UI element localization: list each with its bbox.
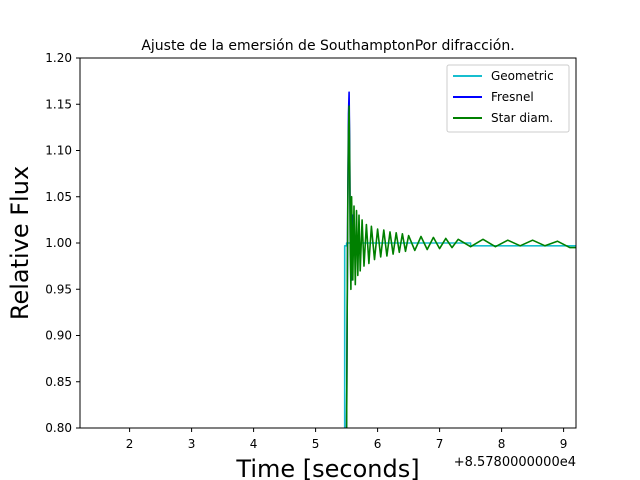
x-tick-label: 9 <box>560 437 568 451</box>
series-line-geometric <box>343 242 576 428</box>
y-tick-label: 0.80 <box>45 421 72 435</box>
x-tick-label: 5 <box>312 437 320 451</box>
y-tick-label: 1.00 <box>45 236 72 250</box>
y-tick-label: 1.05 <box>45 190 72 204</box>
y-tick-label: 0.90 <box>45 329 72 343</box>
legend-label: Star diam. <box>491 111 553 125</box>
y-tick-label: 0.85 <box>45 375 72 389</box>
series-line-star-diam <box>345 105 576 428</box>
y-tick-label: 1.10 <box>45 144 72 158</box>
legend: Geometric Fresnel Star diam. <box>446 64 570 133</box>
x-offset-label: +8.5780000000e4 <box>454 455 576 470</box>
y-tick-label: 1.15 <box>45 97 72 111</box>
chart-title: Ajuste de la emersión de SouthamptonPor … <box>141 38 514 54</box>
legend-label: Fresnel <box>491 90 534 104</box>
x-tick-label: 2 <box>126 437 134 451</box>
y-axis-label: Relative Flux <box>6 166 34 320</box>
x-tick-label: 3 <box>188 437 196 451</box>
x-tick-label: 7 <box>436 437 444 451</box>
y-axis: 0.80 0.85 0.90 0.95 1.00 1.05 1.10 1.15 1.20 <box>45 51 80 435</box>
y-tick-label: 1.20 <box>45 51 72 65</box>
legend-box <box>446 64 570 133</box>
x-tick-label: 6 <box>374 437 382 451</box>
x-tick-label: 8 <box>498 437 506 451</box>
y-tick-label: 0.95 <box>45 282 72 296</box>
legend-label: Geometric <box>491 69 554 83</box>
x-tick-label: 4 <box>250 437 258 451</box>
x-axis-label: Time [seconds] <box>235 455 419 480</box>
x-axis: 2 3 4 5 6 7 8 9 <box>126 428 568 451</box>
